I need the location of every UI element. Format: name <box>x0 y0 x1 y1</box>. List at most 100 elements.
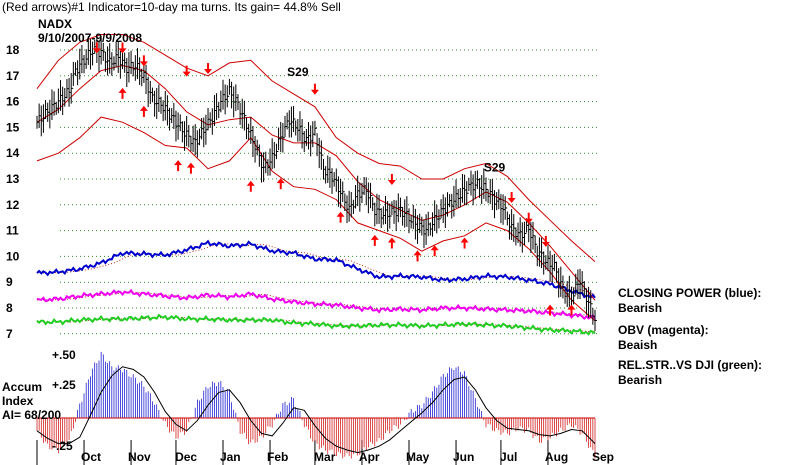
buy-arrow-head <box>567 304 576 310</box>
price-tick-label: 8 <box>6 301 13 315</box>
buy-arrow-head <box>276 178 285 184</box>
buy-arrow-head <box>546 304 555 310</box>
price-tick-label: 16 <box>6 95 20 109</box>
price-panel <box>36 34 597 332</box>
buy-arrow-head <box>370 234 379 240</box>
sell-arrow-head <box>118 48 127 54</box>
accum-tick-minus-25: -.25 <box>52 439 73 453</box>
month-label: Feb <box>267 450 288 464</box>
accum-tick-plus-50: +.50 <box>52 348 76 362</box>
price-tick-label: 14 <box>6 146 20 160</box>
month-label: Jun <box>453 450 474 464</box>
indicator-line <box>36 313 596 336</box>
rel-str-value: Bearish <box>618 373 662 387</box>
buy-arrow-head <box>186 162 195 168</box>
buy-arrow-head <box>139 105 148 111</box>
indicator-line <box>36 288 596 321</box>
price-tick-label: 13 <box>6 172 20 186</box>
sell-arrow-head <box>541 241 550 247</box>
buy-arrow-head <box>174 160 183 166</box>
buy-arrow-head <box>387 237 396 243</box>
price-tick-label: 12 <box>6 198 20 212</box>
sell-arrow <box>92 42 101 54</box>
buy-arrow <box>567 304 576 316</box>
price-tick-label: 10 <box>6 249 20 263</box>
buy-arrow <box>139 105 148 117</box>
month-label: Jul <box>500 450 517 464</box>
obv-label: OBV (magenta): <box>618 323 709 337</box>
signal-label: S29 <box>287 65 309 79</box>
sell-arrow-head <box>387 180 396 185</box>
price-tick-label: 7 <box>6 327 13 341</box>
month-label: Jan <box>220 450 241 464</box>
price-tick-label: 9 <box>6 275 13 289</box>
sell-arrow <box>524 212 533 224</box>
buy-arrow <box>370 234 379 246</box>
chart-title: (Red arrows)#1 Indicator=10-day ma turns… <box>2 0 341 14</box>
sell-arrow-head <box>310 89 319 95</box>
date-range-label: 9/10/2007-9/9/2008 <box>38 31 142 45</box>
sell-arrow-head <box>139 61 148 67</box>
rel-str-label: REL.STR..VS DJI (green): <box>618 358 762 372</box>
sell-arrow <box>182 65 191 77</box>
sell-arrow <box>118 42 127 54</box>
closing-power-value: Bearish <box>618 301 662 315</box>
buy-arrow <box>460 237 469 249</box>
price-tick-label: 11 <box>6 224 19 238</box>
price-tick-label: 17 <box>6 69 20 83</box>
buy-arrow-head <box>246 180 255 186</box>
price-tick-label: 15 <box>6 120 20 134</box>
signal-arrows <box>92 42 576 316</box>
symbol-label: NADX <box>38 17 72 31</box>
sell-arrow-head <box>524 218 533 224</box>
month-label: Apr <box>359 450 380 464</box>
sell-arrow <box>139 55 148 67</box>
month-label: Oct <box>81 450 101 464</box>
month-label: Dec <box>175 450 197 464</box>
price-tick-label: 18 <box>6 43 20 57</box>
sell-arrow <box>204 63 213 75</box>
sell-arrow-head <box>507 198 516 204</box>
buy-arrow <box>413 250 422 262</box>
sell-arrow-head <box>92 48 101 54</box>
buy-arrow <box>387 237 396 249</box>
indicator-ma <box>37 242 596 295</box>
sell-arrow <box>541 235 550 247</box>
lower-band <box>36 116 596 322</box>
month-label: Mar <box>314 450 336 464</box>
buy-arrow <box>118 87 127 99</box>
accum-index-panel <box>36 351 596 459</box>
accum-title-line2: Index <box>2 394 34 408</box>
accum-ma-line <box>36 366 596 454</box>
buy-arrow <box>186 162 195 174</box>
sell-arrow-head <box>182 71 191 77</box>
buy-arrow <box>174 160 183 172</box>
month-label: Sep <box>592 450 614 464</box>
buy-arrow-head <box>118 87 127 93</box>
obv-value: Beaish <box>618 338 657 352</box>
accum-title-line3: AI= 68/200 <box>2 408 61 422</box>
sell-arrow <box>387 174 396 185</box>
buy-arrow-head <box>413 250 422 256</box>
sell-arrow <box>507 192 516 204</box>
month-label: Aug <box>545 450 568 464</box>
sell-arrow <box>310 83 319 95</box>
closing-power-label: CLOSING POWER (blue): <box>618 286 761 300</box>
sell-arrow-head <box>204 69 213 75</box>
buy-arrow <box>276 178 285 190</box>
buy-arrow <box>430 245 439 257</box>
buy-arrow <box>246 180 255 192</box>
upper-band <box>36 34 596 262</box>
month-label: Nov <box>128 450 151 464</box>
buy-arrow-head <box>460 237 469 243</box>
signal-label: S29 <box>484 160 506 174</box>
accum-title-line1: Accum <box>2 380 42 394</box>
buy-arrow-head <box>430 245 439 251</box>
accum-tick-plus-25: +.25 <box>52 378 76 392</box>
axis-labels: 18 17 16 15 14 13 12 11 10 9 8 7 Oct Nov Dec Jan Feb Mar A… <box>6 43 614 464</box>
buy-arrow <box>336 211 345 223</box>
month-label: May <box>406 450 430 464</box>
indicator-lines <box>36 239 596 336</box>
indicator-line <box>36 239 596 299</box>
